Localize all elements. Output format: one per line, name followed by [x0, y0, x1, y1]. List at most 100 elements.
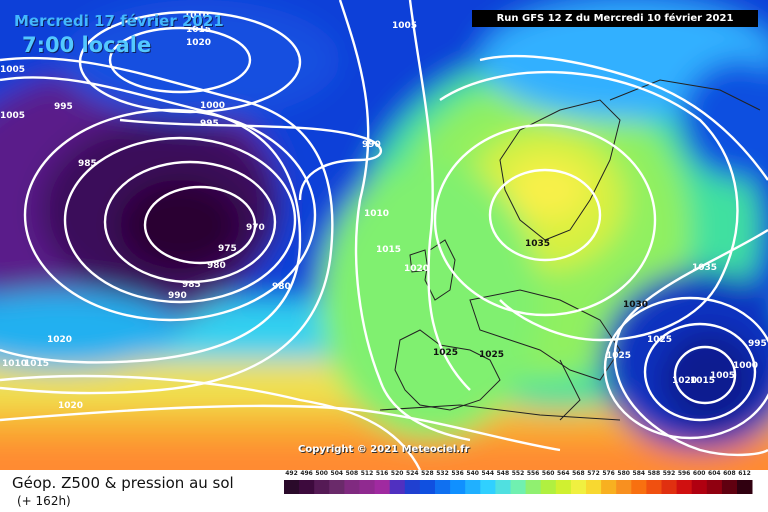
scale-label: 588: [647, 470, 661, 477]
scale-label: 492: [285, 470, 298, 477]
scale-label: 508: [345, 470, 359, 477]
isobar-label: 995: [200, 119, 219, 129]
scale-label: 600: [692, 470, 706, 477]
scale-swatch: [284, 480, 300, 494]
isobar-label: 975: [218, 244, 237, 254]
scale-swatch: [706, 480, 723, 494]
scale-label: 592: [662, 470, 676, 477]
run-info-banner: Run GFS 12 Z du Mercredi 10 février 2021: [472, 10, 758, 27]
isobar-label: 990: [362, 140, 381, 150]
scale-swatch: [525, 480, 542, 494]
scale-swatch: [646, 480, 662, 494]
isobar-label: 1015: [24, 359, 49, 369]
pressure-map: 1010 1015 1020 1005 1000 995 1005 995 98…: [0, 0, 768, 470]
scale-swatch: [299, 480, 315, 494]
isobar-label: 1025: [433, 348, 458, 358]
scale-label: 528: [421, 470, 434, 477]
isobar-label: 995: [748, 339, 767, 349]
isobar-label: 1025: [606, 351, 631, 361]
scale-label: 540: [466, 470, 479, 477]
scale-label: 568: [572, 470, 585, 477]
scale-swatch: [540, 480, 557, 494]
isobar-labels: 1010 1015 1020 1005 1000 995 1005 995 98…: [0, 11, 767, 411]
scale-swatch: [329, 480, 345, 494]
isobar-label: 1010: [2, 359, 27, 369]
scale-swatch: [510, 480, 526, 494]
scale-swatch: [616, 480, 632, 494]
scale-swatch: [419, 480, 436, 494]
isobar-label: 1035: [692, 263, 717, 273]
isobar-label: 1015: [186, 25, 211, 35]
scale-swatch: [691, 480, 708, 494]
scale-label: 496: [300, 470, 313, 477]
isobar-label: 1015: [690, 376, 715, 386]
scale-swatch: [344, 480, 360, 494]
scale-label: 524: [406, 470, 419, 477]
scale-swatch: [404, 480, 421, 494]
map-canvas: 1010 1015 1020 1005 1000 995 1005 995 98…: [0, 0, 768, 470]
scale-label: 596: [677, 470, 691, 477]
scale-label: 584: [632, 470, 646, 477]
scale-label: 564: [557, 470, 570, 477]
scale-label: 612: [738, 470, 751, 477]
isobar-label: 1005: [392, 21, 417, 31]
scale-swatch: [661, 480, 677, 494]
scale-label: 560: [541, 470, 555, 477]
scale-swatch: [721, 480, 738, 494]
isobar-label: 985: [78, 159, 97, 169]
scale-label: 504: [330, 470, 344, 477]
isobar-label: 1000: [200, 101, 225, 111]
color-scale: [284, 480, 753, 494]
scale-label: 576: [602, 470, 615, 477]
scale-label: 552: [511, 470, 525, 477]
valid-date-title: Mercredi 17 février 2021: [14, 12, 224, 30]
isobar-label: 1015: [376, 245, 401, 255]
scale-swatch: [389, 480, 406, 494]
isobar-label: 1020: [58, 401, 83, 411]
isobar-label: 980: [272, 282, 291, 292]
scale-label: 580: [617, 470, 630, 477]
scale-label: 536: [451, 470, 464, 477]
isobar-label: 1030: [623, 300, 648, 310]
scale-label: 556: [526, 470, 540, 477]
isobar-label: 980: [207, 261, 226, 271]
forecast-hour: (+ 162h): [17, 494, 71, 508]
isobar-label: 1020: [186, 38, 211, 48]
isobar-label: 1005: [0, 65, 25, 75]
scale-swatch: [435, 480, 451, 494]
scale-swatch: [465, 480, 481, 494]
isobar-label: 985: [182, 280, 201, 290]
scale-swatch: [737, 480, 753, 494]
legend-title: Géop. Z500 & pression au sol: [12, 474, 234, 492]
scale-swatch: [601, 480, 617, 494]
isobars: [0, 0, 768, 470]
scale-swatch: [359, 480, 375, 494]
scale-swatch: [631, 480, 647, 494]
scale-label: 500: [315, 470, 328, 477]
scale-label: 512: [360, 470, 374, 477]
copyright-notice: Copyright © 2021 Meteociel.fr: [298, 444, 470, 455]
isobar-label: 990: [168, 291, 187, 301]
isobar-label: 1010: [364, 209, 389, 219]
valid-time-title: 7:00 locale: [22, 33, 152, 57]
scale-label: 516: [375, 470, 389, 477]
isobar-label: 1005: [710, 371, 735, 381]
scale-label: 548: [496, 470, 510, 477]
scale-label: 520: [390, 470, 404, 477]
scale-label: 604: [708, 470, 721, 477]
scale-swatch: [555, 480, 572, 494]
isobar-label: 1025: [479, 350, 504, 360]
isobar-label: 1025: [647, 335, 672, 345]
isobar-label: 970: [246, 223, 265, 233]
scale-swatch: [480, 480, 496, 494]
scale-swatch: [450, 480, 466, 494]
scale-swatch: [586, 480, 602, 494]
isobar-label: 1020: [47, 335, 72, 345]
scale-swatch: [570, 480, 587, 494]
scale-swatch: [495, 480, 511, 494]
scale-label: 608: [723, 470, 736, 477]
isobar-label: 1005: [0, 111, 25, 121]
scale-label: 572: [587, 470, 600, 477]
scale-label: 532: [436, 470, 449, 477]
scale-label: 544: [481, 470, 495, 477]
